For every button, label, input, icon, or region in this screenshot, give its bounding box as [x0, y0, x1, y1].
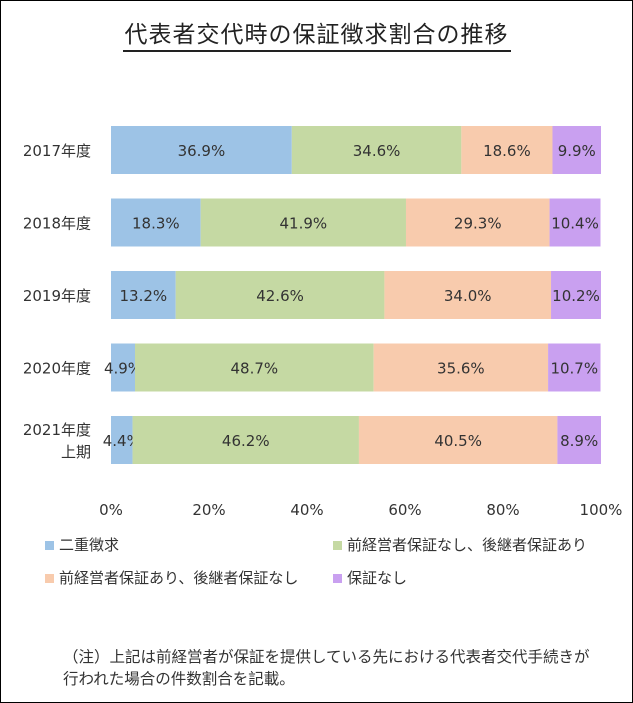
data-label: 48.7%: [230, 360, 278, 378]
category-label: 2017年度: [23, 142, 91, 160]
data-label: 34.0%: [444, 287, 492, 305]
data-label: 4.4%: [103, 432, 141, 450]
data-label: 34.6%: [353, 142, 401, 160]
data-label: 13.2%: [120, 287, 168, 305]
legend-swatch: [45, 541, 54, 550]
bar-segment: [461, 126, 553, 174]
bar-segment: [384, 271, 552, 319]
chart-title: 代表者交代時の保証徴求割合の推移: [1, 15, 632, 52]
bar-segment: [111, 343, 136, 392]
bar-segment: [132, 416, 359, 464]
data-label: 9.9%: [558, 142, 596, 160]
stacked-bar-chart: 36.9% 34.6% 18.6% 9.9% 2017年度 18.3% 41.9% 29.3%…: [23, 126, 623, 587]
legend-label: 前経営者保証あり、後継者保証なし: [59, 569, 298, 587]
bar-segment: [111, 271, 176, 319]
data-label: 36.9%: [178, 142, 226, 160]
legend-swatch: [333, 574, 342, 583]
bar-segment: [549, 198, 601, 247]
data-label: 35.6%: [437, 360, 485, 378]
data-label: 18.3%: [132, 215, 180, 233]
bar-segment: [135, 343, 374, 392]
bar-segment: [291, 126, 462, 174]
bar-segment: [111, 416, 133, 464]
data-label: 4.9%: [104, 360, 142, 378]
bar-segment: [557, 416, 601, 464]
data-label: 42.6%: [256, 287, 304, 305]
x-tick-label: 100%: [580, 501, 623, 519]
data-label: 18.6%: [483, 142, 531, 160]
legend-label: 前経営者保証なし、後継者保証あり: [347, 536, 587, 554]
category-label: 2021年度: [23, 421, 91, 439]
bar-segment: [552, 126, 601, 174]
data-label: 10.7%: [550, 360, 598, 378]
data-label: 10.2%: [552, 287, 600, 305]
bar-segment: [551, 271, 601, 319]
bar-segment: [405, 198, 550, 247]
bar-segment: [111, 198, 201, 247]
bar-segment: [548, 343, 601, 392]
x-tick-label: 0%: [99, 501, 123, 519]
data-label: 8.9%: [560, 432, 598, 450]
data-label: 29.3%: [454, 215, 502, 233]
data-label: 41.9%: [279, 215, 327, 233]
legend-swatch: [333, 541, 342, 550]
x-tick-label: 20%: [192, 501, 225, 519]
data-label: 10.4%: [551, 215, 599, 233]
x-tick-label: 40%: [290, 501, 323, 519]
legend-swatch: [45, 574, 54, 583]
x-tick-label: 60%: [388, 501, 421, 519]
data-label: 46.2%: [222, 432, 270, 450]
bar-segment: [175, 271, 385, 319]
bar-segment: [200, 198, 406, 247]
category-label: 上期: [61, 443, 91, 461]
legend-label: 保証なし: [347, 569, 407, 587]
legend-label: 二重徴求: [59, 536, 119, 554]
category-label: 2020年度: [23, 360, 91, 378]
category-label: 2019年度: [23, 287, 91, 305]
bar-segment: [111, 126, 292, 174]
x-tick-label: 80%: [486, 501, 519, 519]
footnote: （注）上記は前経営者が保証を提供している先における代表者交代手続きが行われた場合…: [63, 648, 590, 688]
bar-segment: [358, 416, 558, 464]
data-label: 40.5%: [434, 432, 482, 450]
bar-segment: [373, 343, 549, 392]
category-label: 2018年度: [23, 215, 91, 233]
